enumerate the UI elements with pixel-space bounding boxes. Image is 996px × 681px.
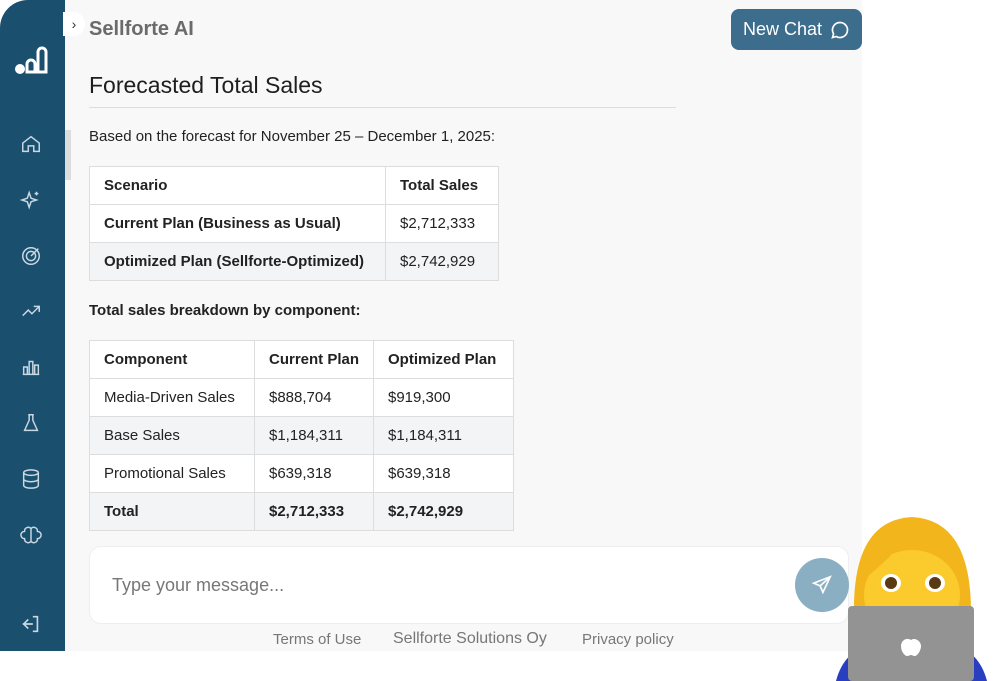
table-header: Optimized Plan [373,340,514,379]
table-cell: Optimized Plan (Sellforte-Optimized) [89,242,386,281]
chevron-right-icon: › [71,16,77,32]
sparkles-icon[interactable] [20,189,42,211]
table-header: Total Sales [385,166,499,205]
new-chat-button[interactable]: New Chat [731,9,862,50]
table-header: Component [89,340,255,379]
chat-bubble-icon [831,21,849,39]
message-input[interactable]: Type your message... [89,546,849,624]
company-name: Sellforte Solutions Oy [393,630,547,647]
table-cell: $1,184,311 [254,416,374,455]
bar-chart-icon[interactable] [20,356,42,378]
woman-technologist-emoji-icon [836,517,987,681]
table-cell: $639,318 [254,454,374,493]
terms-link[interactable]: Terms of Use [273,631,362,648]
flask-icon[interactable] [20,412,42,434]
table-cell: Total [89,492,255,531]
message-placeholder: Type your message... [112,575,285,595]
table-cell: $888,704 [254,378,374,417]
scrollbar[interactable] [65,130,71,180]
page-heading: Forecasted Total Sales [89,72,676,108]
sidebar [0,0,65,651]
chat-area [65,0,862,651]
table-cell: $2,712,333 [385,204,499,243]
component-table: Component Current Plan Optimized Plan Medi… [89,340,514,531]
table-row: Total $2,712,333 $2,742,929 [89,492,514,531]
table-cell: Promotional Sales [89,454,255,493]
table-cell: Media-Driven Sales [89,378,255,417]
privacy-link[interactable]: Privacy policy [582,631,674,648]
table-row: Base Sales $1,184,311 $1,184,311 [89,416,514,455]
table-cell: $2,712,333 [254,492,374,531]
table-cell: $2,742,929 [373,492,514,531]
table-cell: $1,184,311 [373,416,514,455]
table-cell: $639,318 [373,454,514,493]
table-cell: Current Plan (Business as Usual) [89,204,386,243]
new-chat-label: New Chat [742,19,823,39]
trending-up-icon[interactable] [20,300,42,322]
table-cell: $919,300 [373,378,514,417]
send-button[interactable] [795,558,849,612]
sellforte-logo-icon [15,46,48,74]
expand-sidebar-button[interactable]: › [63,12,85,36]
table-cell: $2,742,929 [385,242,499,281]
logout-icon[interactable] [20,613,42,635]
send-icon [811,575,832,595]
table-row: Promotional Sales $639,318 $639,318 [89,454,514,493]
scenario-table: Scenario Total Sales Current Plan (Busine… [89,166,499,281]
database-icon[interactable] [20,468,42,490]
table-row: Media-Driven Sales $888,704 $919,300 [89,378,514,417]
breakdown-label: Total sales breakdown by component: [89,302,361,319]
brain-icon[interactable] [20,524,42,546]
table-header: Scenario [89,166,386,205]
table-header: Current Plan [254,340,374,379]
table-row: Current Plan (Business as Usual) $2,712,3… [89,204,499,243]
home-icon[interactable] [20,133,42,155]
app-title: Sellforte AI [89,18,194,40]
table-cell: Base Sales [89,416,255,455]
target-icon[interactable] [20,245,42,267]
table-row: Optimized Plan (Sellforte-Optimized) $2,7… [89,242,499,281]
intro-text: Based on the forecast for November 25 – … [89,128,496,145]
